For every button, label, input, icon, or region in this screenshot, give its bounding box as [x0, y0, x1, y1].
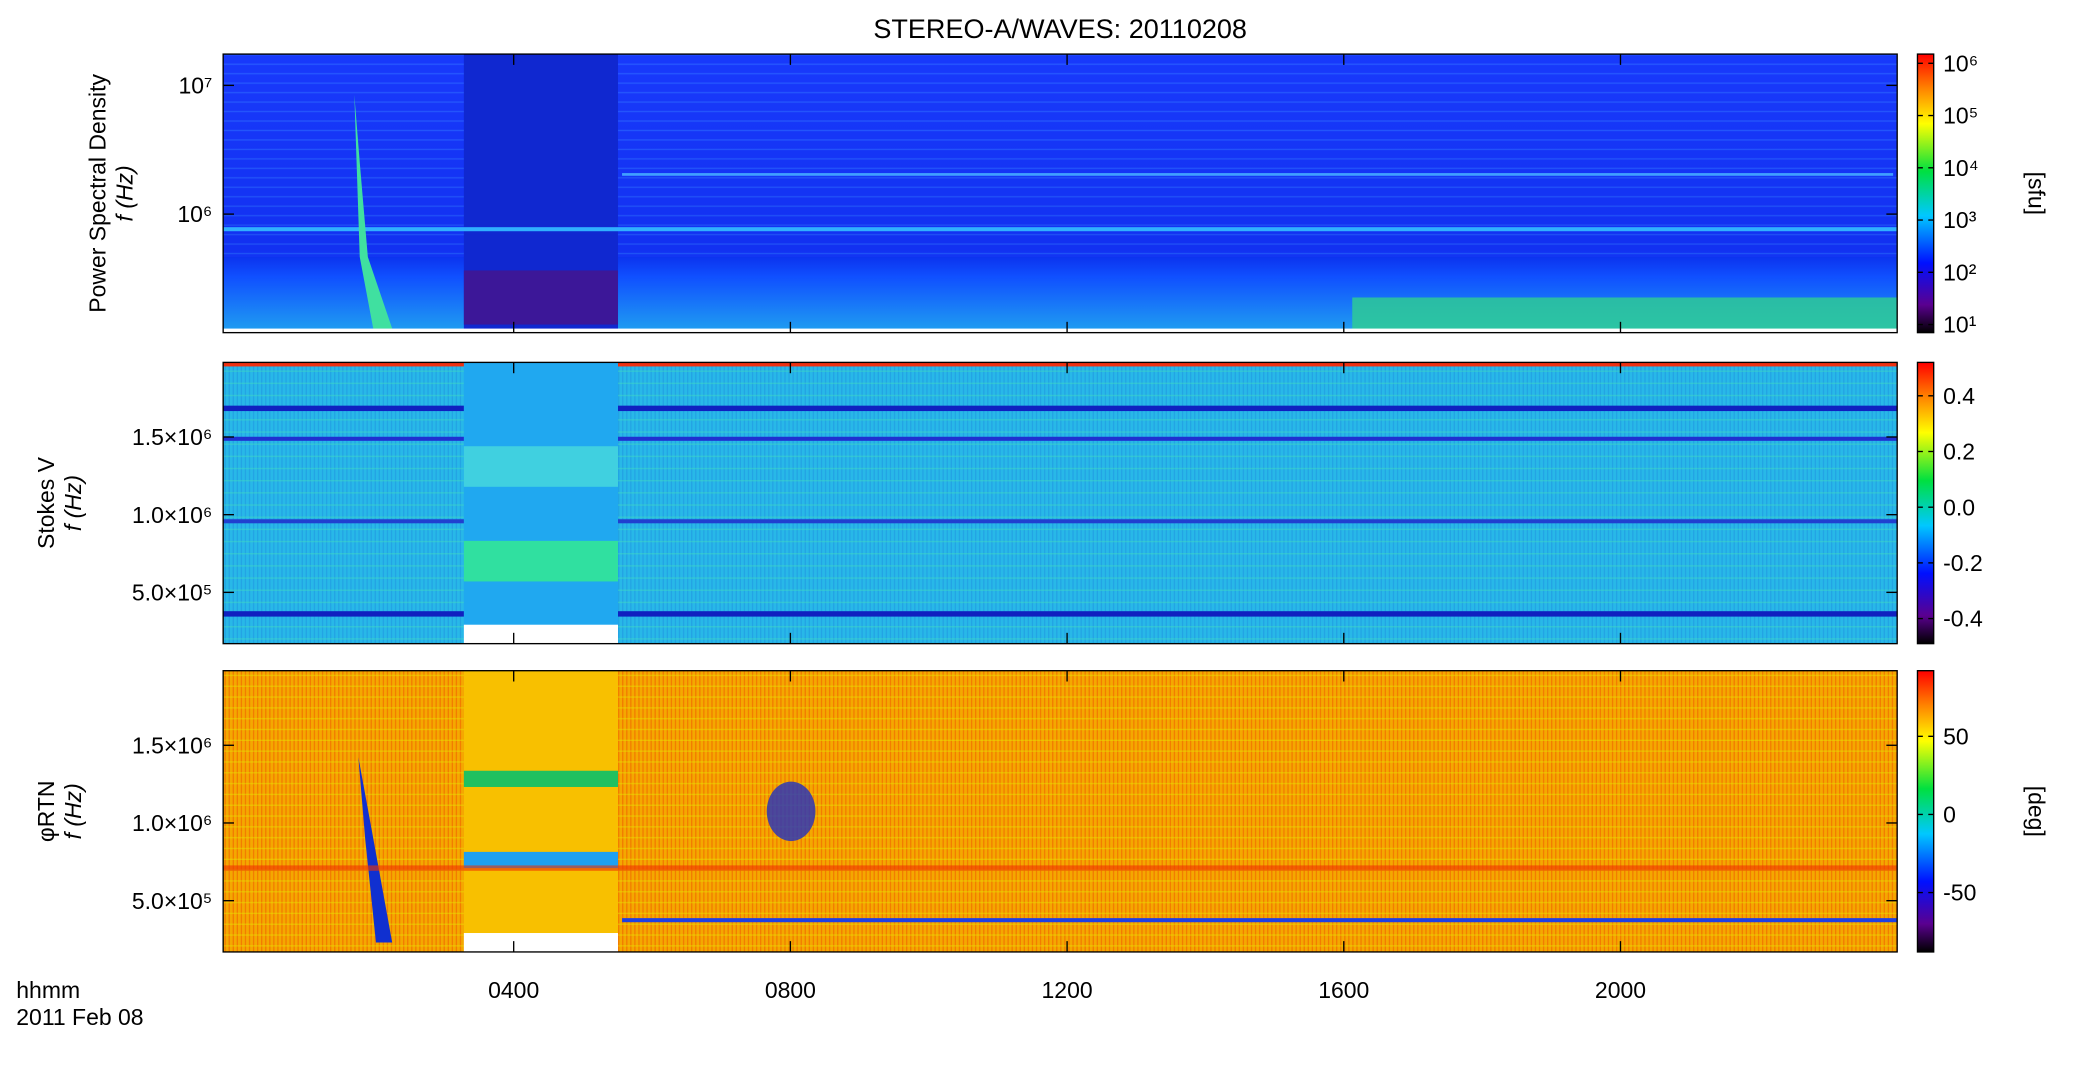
colorbar-tick-label: 10²	[1943, 259, 1977, 285]
y-axis-label: Stokes V	[33, 456, 59, 549]
y-tick-label: 1.5×10⁶	[132, 424, 212, 450]
y-tick-label: 5.0×10⁵	[132, 579, 212, 605]
colorbar-tick-label: 0.2	[1943, 439, 1975, 465]
y-tick-label: 5.0×10⁵	[132, 888, 212, 914]
colorbar-tick-label: 10⁴	[1943, 155, 1978, 181]
colorbar-tick-label: 0.4	[1943, 383, 1975, 409]
y-axis-label: f (Hz)	[60, 783, 86, 839]
colorbar-tick-label: 0.0	[1943, 494, 1975, 520]
spectrogram-background	[223, 54, 1898, 952]
colorbar-tick-label: 10⁵	[1943, 103, 1978, 129]
x-tick-label: 1600	[1318, 977, 1369, 1003]
y-tick-label: 1.5×10⁶	[132, 732, 212, 758]
colorbar-tick-label: -0.2	[1943, 550, 1983, 576]
y-axis-label: f (Hz)	[60, 475, 86, 531]
y-tick-label: 1.0×10⁶	[132, 810, 212, 836]
colorbar-tick-label: 10³	[1943, 207, 1977, 233]
colorbar-tick-label: -0.4	[1943, 606, 1983, 632]
colorbar	[1916, 53, 1935, 334]
colorbar-tick-label: 10⁶	[1943, 50, 1978, 76]
plot-frame	[222, 361, 1898, 645]
y-tick-label: 1.0×10⁶	[132, 502, 212, 528]
x-tick-label: 2000	[1595, 977, 1646, 1003]
colorbar-tick-label: 50	[1943, 723, 1969, 749]
y-tick-label: 10⁶	[177, 201, 212, 227]
plot-frame	[222, 670, 1898, 953]
colorbar	[1916, 670, 1935, 953]
colorbar	[1916, 361, 1935, 645]
y-axis-label: φRTN	[33, 780, 59, 842]
x-axis-label: hhmm	[16, 977, 80, 1003]
x-axis-label: 2011 Feb 08	[16, 1004, 143, 1030]
colorbar-tick-label: -50	[1943, 880, 1976, 906]
colorbar-label: [sfu]	[2023, 172, 2049, 215]
x-tick-label: 0400	[488, 977, 539, 1003]
chart-title: STEREO-A/WAVES: 20110208	[873, 14, 1247, 44]
colorbar-tick-label: 0	[1943, 802, 1956, 828]
x-tick-label: 1200	[1042, 977, 1093, 1003]
y-axis-label: f (Hz)	[112, 165, 138, 221]
y-tick-label: 10⁷	[178, 72, 212, 98]
colorbar-tick-label: 10¹	[1943, 312, 1977, 338]
y-axis-label: Power Spectral Density	[85, 73, 111, 312]
colorbar-label: [deg]	[2023, 786, 2049, 837]
x-tick-label: 0800	[765, 977, 816, 1003]
plot-frame	[222, 53, 1898, 334]
